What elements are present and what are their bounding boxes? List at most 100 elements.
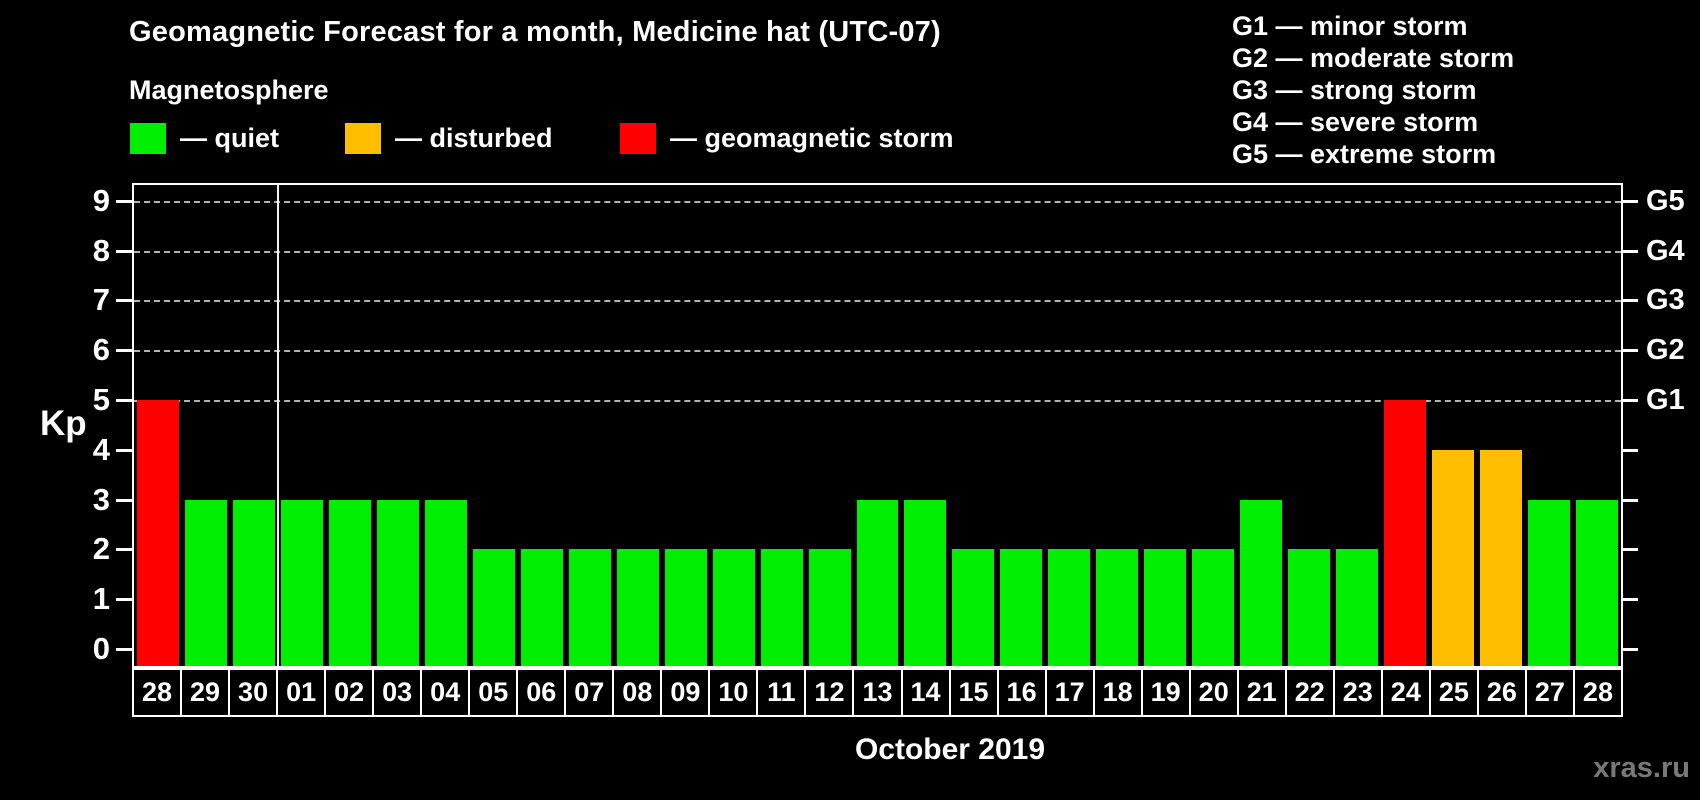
y-tick-label-3: 3 bbox=[92, 481, 110, 517]
y-tick-6 bbox=[116, 349, 132, 353]
kp-bar-day-23 bbox=[1336, 549, 1379, 666]
g-tick-6 bbox=[1623, 349, 1638, 353]
legend-label-storm: — geomagnetic storm bbox=[670, 122, 954, 153]
y-tick-label-1: 1 bbox=[92, 581, 110, 617]
day-label-cell-6: 04 bbox=[422, 670, 471, 715]
day-label-cell-12: 10 bbox=[710, 670, 759, 715]
x-axis-day-labels: 28 29 30 01 02 03 04 05 06 07 08 09 10 11 12 13 14 15 16 17… bbox=[132, 668, 1623, 717]
chart-title: Geomagnetic Forecast for a month, Medici… bbox=[129, 16, 941, 48]
kp-bar-day-21 bbox=[1240, 499, 1283, 666]
y-tick-4 bbox=[116, 448, 132, 452]
day-label-cell-5: 03 bbox=[374, 670, 423, 715]
kp-bar-day-11 bbox=[760, 549, 803, 666]
kp-bar-day-28 bbox=[1576, 499, 1618, 666]
y-tick-label-4: 4 bbox=[92, 431, 110, 467]
day-label-cell-23: 21 bbox=[1239, 670, 1287, 715]
g-legend-line-g3: G3 — strong storm bbox=[1232, 75, 1477, 105]
g-legend-line-g5: G5 — extreme storm bbox=[1232, 139, 1497, 169]
day-label-cell-22: 20 bbox=[1191, 670, 1239, 715]
kp-bar-day-07 bbox=[568, 549, 611, 666]
y-tick-label-5: 5 bbox=[92, 382, 110, 417]
quiet-color-swatch bbox=[130, 122, 166, 154]
y-tick-label-9: 9 bbox=[92, 182, 110, 218]
gridline-kp8 bbox=[134, 250, 1621, 253]
g-tick-5 bbox=[1623, 399, 1638, 402]
y-tick-label-0: 0 bbox=[92, 631, 110, 666]
day-label-cell-16: 14 bbox=[903, 670, 951, 715]
g-axis-label-g3: G3 bbox=[1646, 284, 1685, 317]
kp-bar-day-04 bbox=[424, 499, 467, 666]
kp-bar-day-29 bbox=[184, 499, 227, 666]
legend-label-disturbed: — disturbed bbox=[395, 122, 553, 153]
g-tick-9 bbox=[1623, 199, 1638, 203]
storm-color-swatch bbox=[620, 122, 656, 154]
day-label-cell-13: 11 bbox=[758, 670, 807, 715]
day-label-cell-24: 22 bbox=[1287, 670, 1335, 715]
y-tick-8 bbox=[116, 249, 132, 253]
g-tick-7 bbox=[1623, 299, 1638, 303]
day-label-cell-9: 07 bbox=[566, 670, 615, 715]
day-label-cell-2: 30 bbox=[230, 670, 279, 715]
kp-bar-day-30 bbox=[232, 499, 275, 666]
kp-bar-day-08 bbox=[616, 549, 659, 666]
day-label-cell-4: 02 bbox=[326, 670, 375, 715]
day-label-cell-21: 19 bbox=[1143, 670, 1191, 715]
y-tick-label-2: 2 bbox=[92, 531, 110, 567]
kp-bar-day-17 bbox=[1048, 549, 1091, 666]
day-label-cell-18: 16 bbox=[999, 670, 1047, 715]
kp-bar-day-20 bbox=[1192, 549, 1235, 666]
g-tick-0 bbox=[1623, 648, 1638, 651]
watermark: xras.ru bbox=[1593, 752, 1690, 784]
legend-item-quiet: — quiet bbox=[130, 121, 279, 155]
day-label-cell-29: 27 bbox=[1527, 670, 1575, 715]
day-label-cell-30: 28 bbox=[1582, 677, 1613, 707]
kp-bar-day-01 bbox=[280, 499, 323, 666]
y-tick-9 bbox=[116, 199, 132, 203]
day-label-cell-17: 15 bbox=[951, 670, 999, 715]
kp-bar-day-02 bbox=[328, 499, 371, 666]
day-label-cell-27: 25 bbox=[1431, 670, 1479, 715]
g-legend-line-g2: G2 — moderate storm bbox=[1232, 43, 1515, 73]
kp-bar-day-22 bbox=[1288, 549, 1331, 666]
day-label-cell-7: 05 bbox=[470, 670, 519, 715]
y-tick-label-6: 6 bbox=[92, 332, 110, 368]
day-label-cell-28: 26 bbox=[1479, 670, 1527, 715]
day-label-cell-8: 06 bbox=[518, 670, 567, 715]
kp-bar-day-24 bbox=[1384, 400, 1427, 666]
kp-bar-day-27 bbox=[1528, 499, 1571, 666]
magnetosphere-label: Magnetosphere bbox=[129, 75, 329, 105]
disturbed-color-swatch bbox=[345, 122, 381, 154]
g-axis-label-g1: G1 bbox=[1646, 384, 1685, 416]
day-label-cell-0: 28 bbox=[134, 670, 183, 715]
y-axis-title: Kp bbox=[40, 404, 87, 443]
legend-label-quiet: — quiet bbox=[180, 122, 279, 153]
day-label-cell-25: 23 bbox=[1335, 670, 1383, 715]
kp-bar-day-03 bbox=[376, 499, 419, 666]
y-tick-0 bbox=[116, 648, 132, 651]
legend-item-disturbed: — disturbed bbox=[345, 121, 553, 155]
y-tick-5 bbox=[116, 399, 132, 402]
g-scale-legend: G1 — minor storm G2 — moderate storm G3 … bbox=[1232, 10, 1514, 170]
day-label-cell-20: 18 bbox=[1095, 670, 1143, 715]
kp-bar-day-19 bbox=[1144, 549, 1187, 666]
g-tick-3 bbox=[1623, 498, 1638, 502]
legend-item-storm: — geomagnetic storm bbox=[620, 121, 954, 155]
g-legend-line-g4: G4 — severe storm bbox=[1232, 107, 1479, 137]
day-label-cell-1: 29 bbox=[182, 670, 231, 715]
g-axis-label-g4: G4 bbox=[1646, 234, 1685, 267]
kp-bar-day-14 bbox=[904, 499, 947, 666]
kp-bar-day-10 bbox=[712, 549, 755, 666]
g-axis-label-g2: G2 bbox=[1646, 334, 1685, 367]
kp-bar-day-26 bbox=[1480, 449, 1523, 666]
kp-bar-day-09 bbox=[664, 549, 707, 666]
day-label-cell-3: 01 bbox=[278, 670, 327, 715]
g-legend-line-g1: G1 — minor storm bbox=[1232, 11, 1468, 41]
day-label-cell-10: 08 bbox=[614, 670, 663, 715]
day-label-cell-11: 09 bbox=[662, 670, 711, 715]
y-tick-2 bbox=[116, 548, 132, 552]
gridline-kp6 bbox=[134, 350, 1621, 353]
kp-bar-day-13 bbox=[856, 499, 899, 666]
kp-bar-day-25 bbox=[1432, 449, 1475, 666]
g-tick-1 bbox=[1623, 598, 1638, 602]
